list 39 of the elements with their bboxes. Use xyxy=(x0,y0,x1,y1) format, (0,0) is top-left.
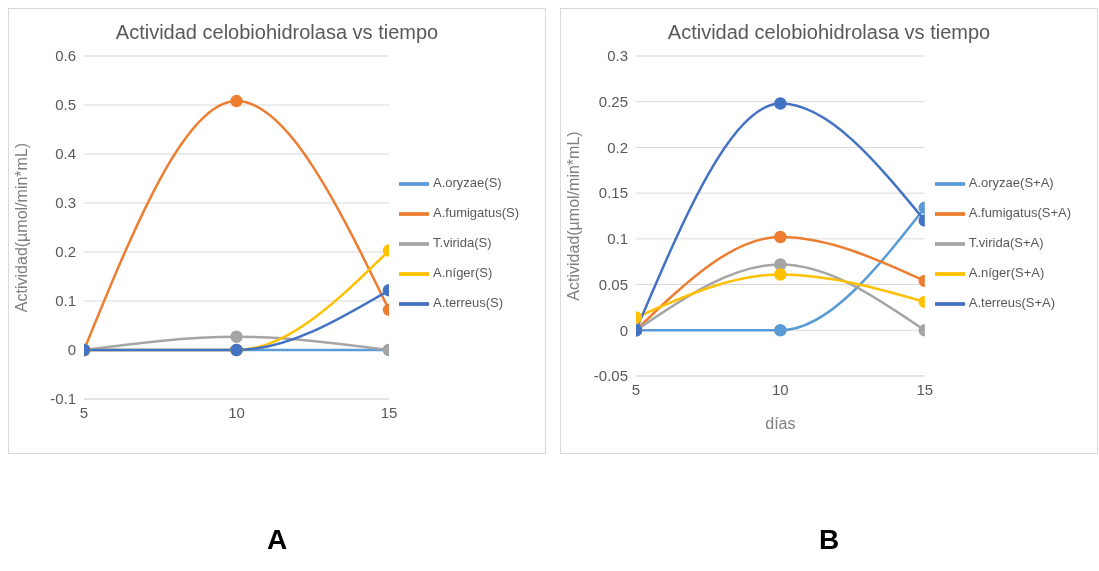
x-tick-label: 5 xyxy=(79,403,89,421)
legend-label: A.oryzae(S) xyxy=(433,175,502,191)
legend-label: A.níger(S+A) xyxy=(968,265,1045,281)
y-tick-label: 0.05 xyxy=(598,275,628,293)
y-tick-label: 0.6 xyxy=(55,47,76,65)
y-tick-label: 0 xyxy=(67,341,76,359)
y-tick-label: 0.25 xyxy=(598,93,628,111)
y-tick-label: 0.15 xyxy=(598,184,628,202)
legend-label: A.níger(S) xyxy=(433,265,493,281)
legend-label: T.virida(S) xyxy=(433,235,492,251)
y-tick-label: 0.3 xyxy=(55,194,76,212)
x-tick-label: 10 xyxy=(772,380,789,398)
y-tick-label: 0.4 xyxy=(55,145,76,163)
chart-title: Actividad celobiohidrolasa vs tiempo xyxy=(114,21,440,44)
x-axis-title: días xyxy=(765,415,796,433)
y-axis-title: Actividad(µmol/min*mL) xyxy=(564,131,582,301)
y-tick-label: 0.3 xyxy=(607,47,628,65)
legend-label: A.oryzae(S+A) xyxy=(968,175,1054,191)
text: A xyxy=(266,524,288,557)
y-axis-title: Actividad(µmol/min*mL) xyxy=(12,142,30,313)
y-tick-label: 0.2 xyxy=(55,243,76,261)
text: B xyxy=(818,524,840,557)
y-tick-label: -0.05 xyxy=(593,367,628,385)
y-tick-label: -0.1 xyxy=(50,390,76,408)
y-tick-label: 0.2 xyxy=(607,138,628,156)
chart-title: Actividad celobiohidrolasa vs tiempo xyxy=(666,21,992,44)
legend-label: A.terreus(S+A) xyxy=(968,295,1056,311)
legend-label: A.fumigatus(S+A) xyxy=(968,205,1071,221)
y-tick-label: 0 xyxy=(619,321,628,339)
x-tick-label: 15 xyxy=(380,403,398,421)
legend-label: A.terreus(S) xyxy=(433,295,504,311)
x-tick-label: 15 xyxy=(916,380,934,398)
y-tick-label: 0.1 xyxy=(55,292,76,310)
legend-label: T.virida(S+A) xyxy=(968,235,1044,251)
y-tick-label: 0.5 xyxy=(55,96,76,114)
legend-label: A.fumigatus(S) xyxy=(433,205,519,221)
x-tick-label: 5 xyxy=(631,380,641,398)
y-tick-label: 0.1 xyxy=(607,230,628,248)
x-tick-label: 10 xyxy=(228,403,245,421)
